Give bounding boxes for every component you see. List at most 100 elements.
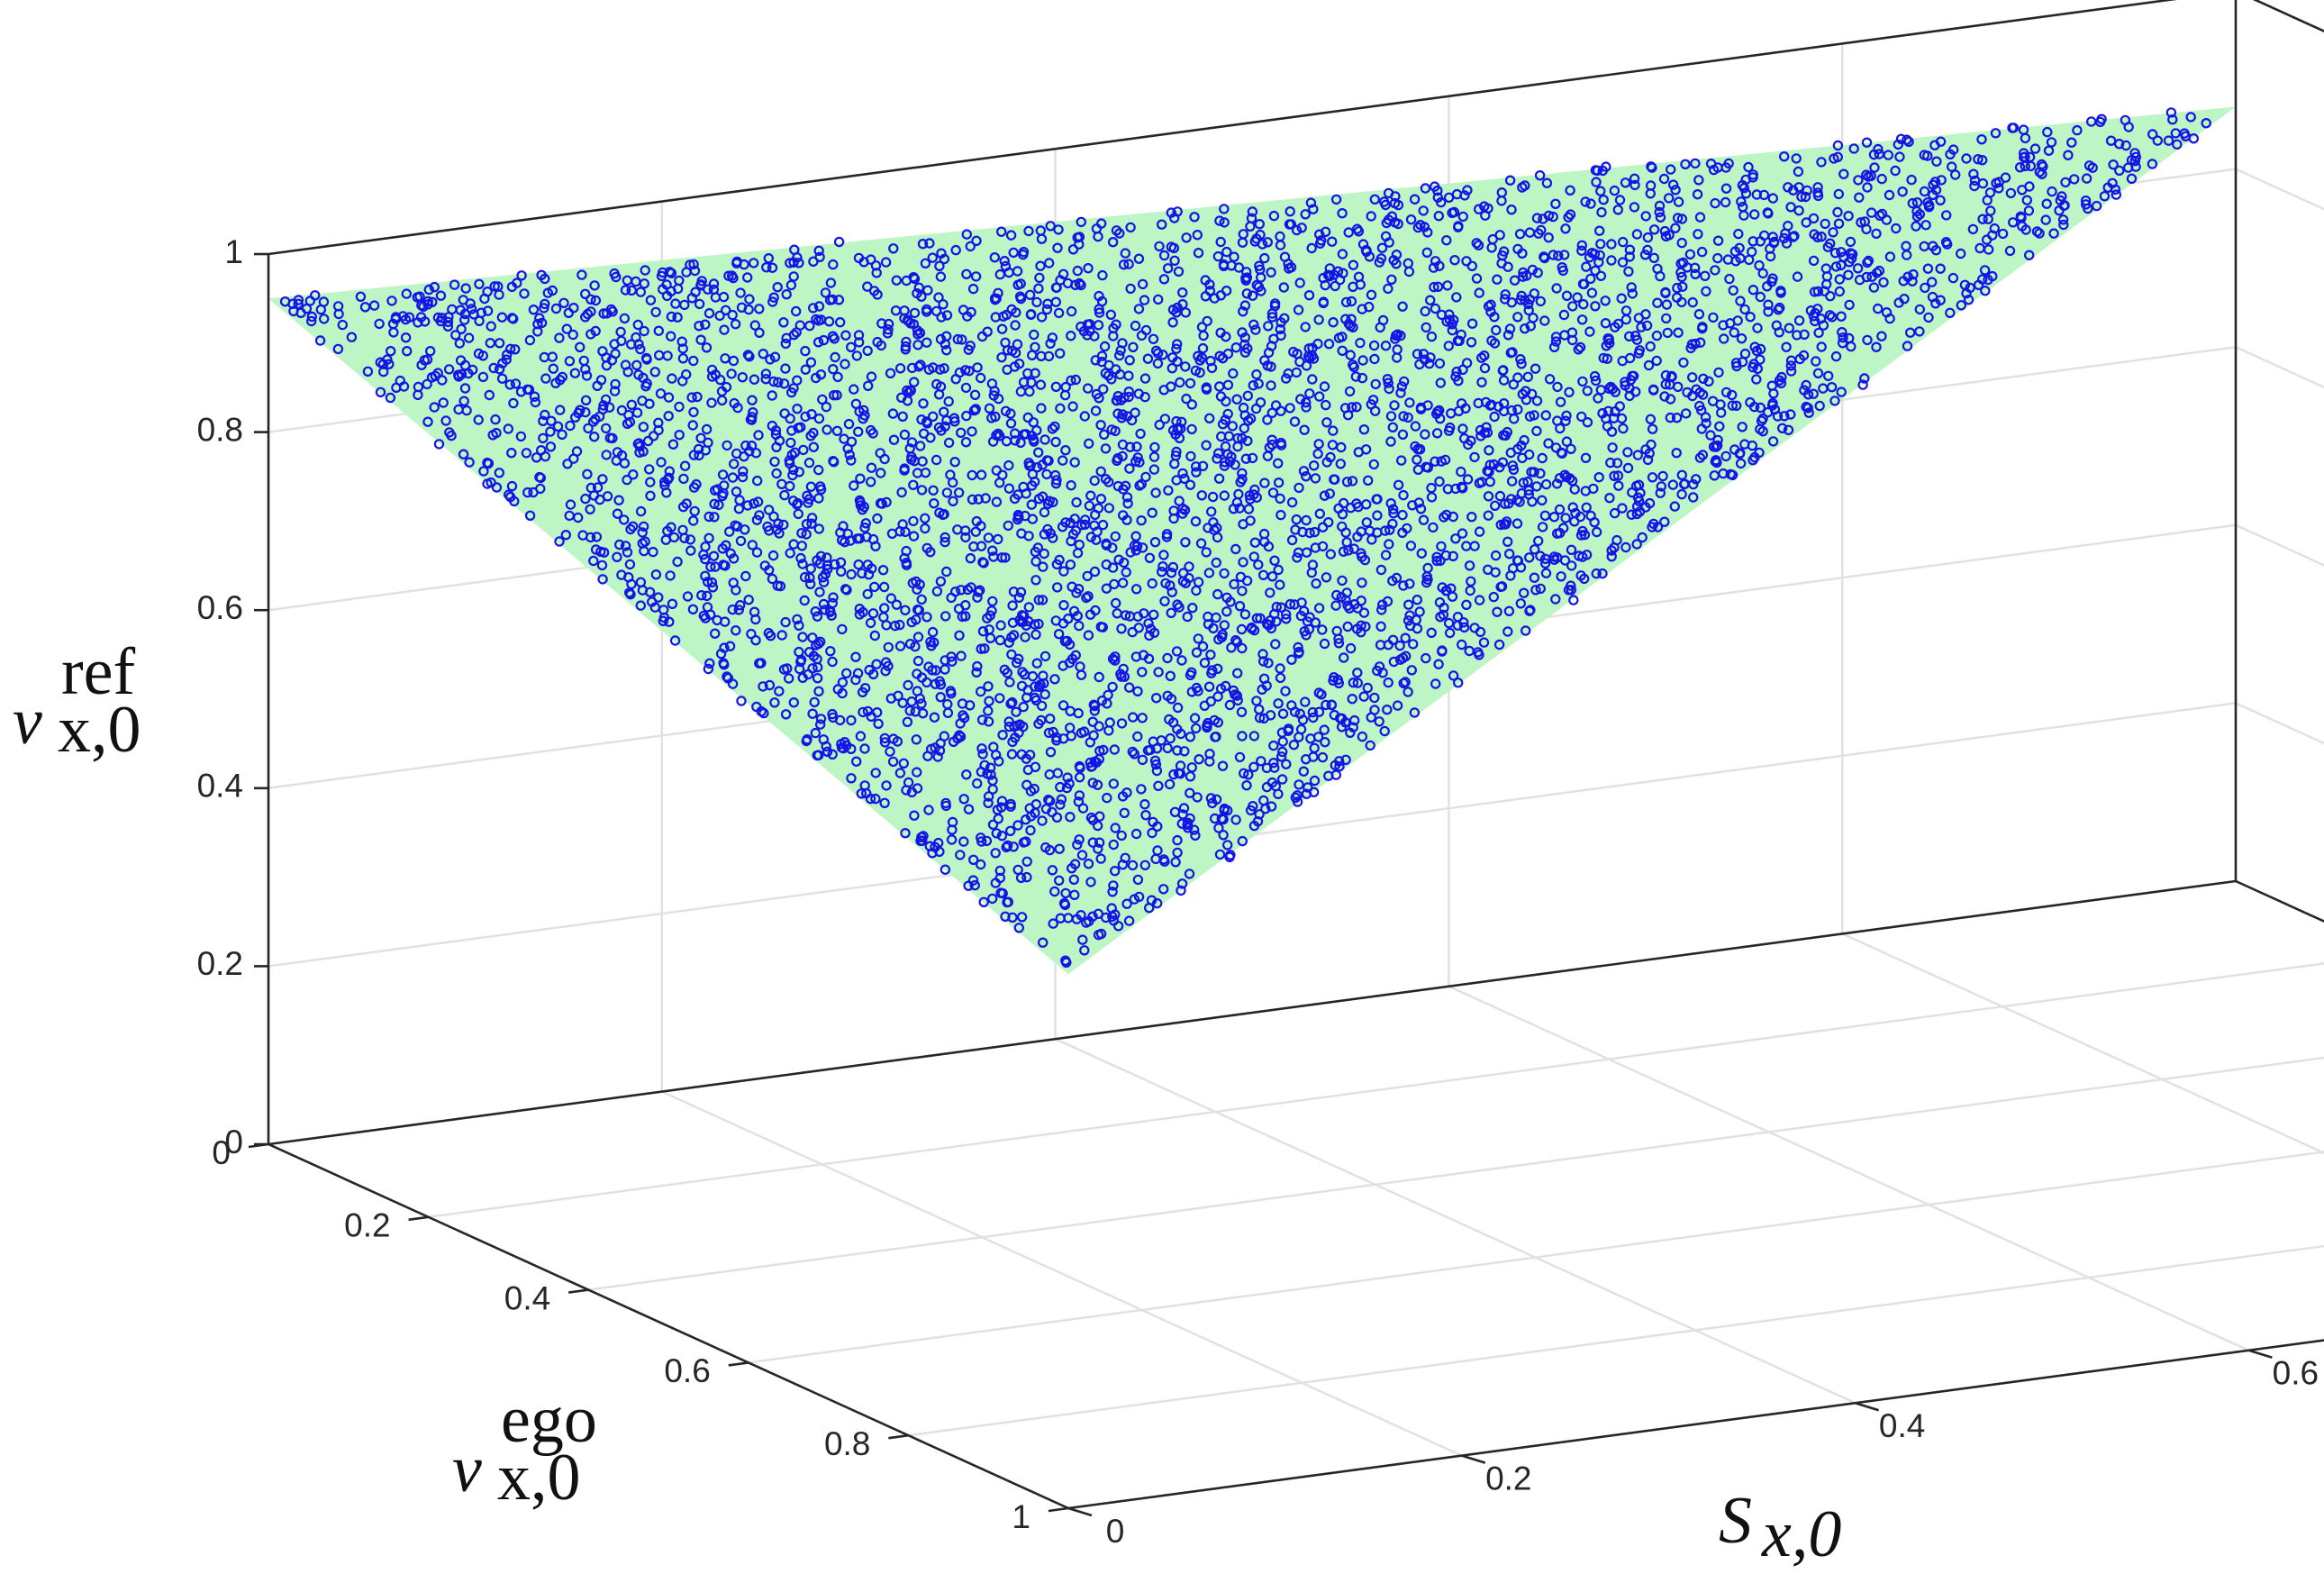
scatter-point — [1730, 358, 1742, 368]
scatter-point — [1165, 670, 1176, 682]
scatter-point — [931, 454, 942, 466]
scatter-point — [906, 362, 918, 374]
scatter-point — [1352, 532, 1363, 542]
scatter-point — [1123, 682, 1135, 693]
scatter-point — [1522, 371, 1534, 382]
scatter-point — [1310, 617, 1321, 628]
scatter-point — [957, 334, 967, 345]
scatter-point — [1489, 500, 1501, 512]
scatter-point — [456, 323, 467, 334]
scatter-point — [1431, 551, 1442, 563]
scatter-point — [655, 388, 667, 399]
scatter-point — [1143, 653, 1155, 664]
scatter-point — [722, 440, 732, 451]
scatter-point — [1307, 560, 1319, 570]
scatter-point — [1328, 317, 1339, 328]
scatter-point — [1076, 727, 1087, 739]
scatter-point — [996, 796, 1008, 806]
scatter-point — [1103, 725, 1114, 736]
scatter-point — [2056, 191, 2067, 202]
scatter-point — [468, 309, 479, 320]
scatter-point — [1447, 207, 1457, 218]
scatter-point — [891, 599, 903, 610]
scatter-point — [822, 560, 833, 570]
scatter-point — [961, 268, 972, 279]
scatter-point — [983, 797, 994, 809]
scatter-point — [1089, 705, 1101, 716]
scatter-point — [1809, 287, 1820, 297]
scatter-point — [1708, 312, 1719, 323]
scatter-point — [580, 493, 591, 505]
scatter-point — [801, 519, 812, 530]
scatter-point — [1045, 338, 1056, 349]
scatter-point — [713, 499, 724, 511]
scatter-point — [494, 338, 505, 349]
scatter-point — [837, 535, 848, 546]
scatter-point — [1488, 459, 1500, 470]
scatter-point — [1156, 735, 1167, 746]
scatter-point — [2113, 138, 2125, 150]
scatter-point — [772, 282, 783, 293]
scatter-point — [805, 578, 816, 590]
scatter-point — [1523, 305, 1534, 316]
scatter-point — [1100, 443, 1112, 454]
scatter-point — [1729, 327, 1739, 338]
scatter-point — [1132, 452, 1143, 463]
scatter-point — [965, 341, 976, 351]
scatter-point — [1593, 472, 1604, 483]
scatter-point — [1065, 560, 1076, 570]
scatter-point — [1150, 487, 1161, 498]
scatter-point — [1017, 667, 1028, 678]
scatter-point — [1385, 498, 1396, 509]
scatter-point — [888, 243, 899, 254]
scatter-point — [1092, 779, 1103, 790]
scatter-point — [960, 382, 972, 394]
scatter-point — [990, 848, 1001, 859]
scatter-point — [780, 616, 791, 628]
scatter-point — [1743, 161, 1754, 173]
scatter-point — [1540, 478, 1552, 490]
scatter-point — [1255, 229, 1266, 241]
scatter-point — [1969, 180, 1980, 192]
scatter-point — [1293, 641, 1303, 653]
scatter-point — [1050, 282, 1062, 293]
scatter-point — [1289, 416, 1301, 427]
scatter-point — [1266, 380, 1276, 391]
scatter-point — [463, 332, 475, 343]
scatter-point — [1015, 437, 1026, 448]
scatter-point — [1122, 498, 1133, 509]
scatter-point — [1330, 589, 1342, 601]
scatter-point — [705, 609, 716, 620]
scatter-point — [1620, 377, 1630, 387]
scatter-point — [963, 804, 975, 814]
scatter-point — [332, 343, 344, 355]
scatter-point — [1268, 758, 1279, 769]
scatter-point — [563, 307, 575, 318]
scatter-point — [1735, 296, 1746, 306]
scatter-point — [613, 495, 624, 505]
scatter-point — [771, 468, 782, 479]
scatter-point — [1281, 614, 1292, 624]
scatter-point — [1250, 324, 1261, 335]
scatter-point — [860, 518, 872, 529]
scatter-point — [936, 312, 947, 323]
scatter-point — [1935, 195, 1946, 205]
scatter-point — [482, 287, 493, 297]
scatter-point — [1318, 272, 1329, 284]
scatter-point — [822, 746, 833, 758]
scatter-point — [1767, 436, 1779, 447]
scatter-point — [1231, 394, 1242, 405]
scatter-point — [1311, 578, 1321, 589]
scatter-point — [1678, 357, 1689, 368]
scatter-point — [1204, 279, 1215, 290]
scatter-point — [924, 238, 935, 249]
scatter-point — [781, 289, 792, 300]
scatter-point — [1137, 754, 1148, 766]
scatter-point — [1701, 418, 1711, 429]
scatter-point — [1219, 217, 1230, 228]
scatter-point — [575, 341, 586, 352]
scatter-point — [920, 523, 931, 534]
scatter-point — [1561, 410, 1572, 421]
scatter-point — [524, 334, 536, 346]
scatter-point — [1114, 228, 1125, 239]
